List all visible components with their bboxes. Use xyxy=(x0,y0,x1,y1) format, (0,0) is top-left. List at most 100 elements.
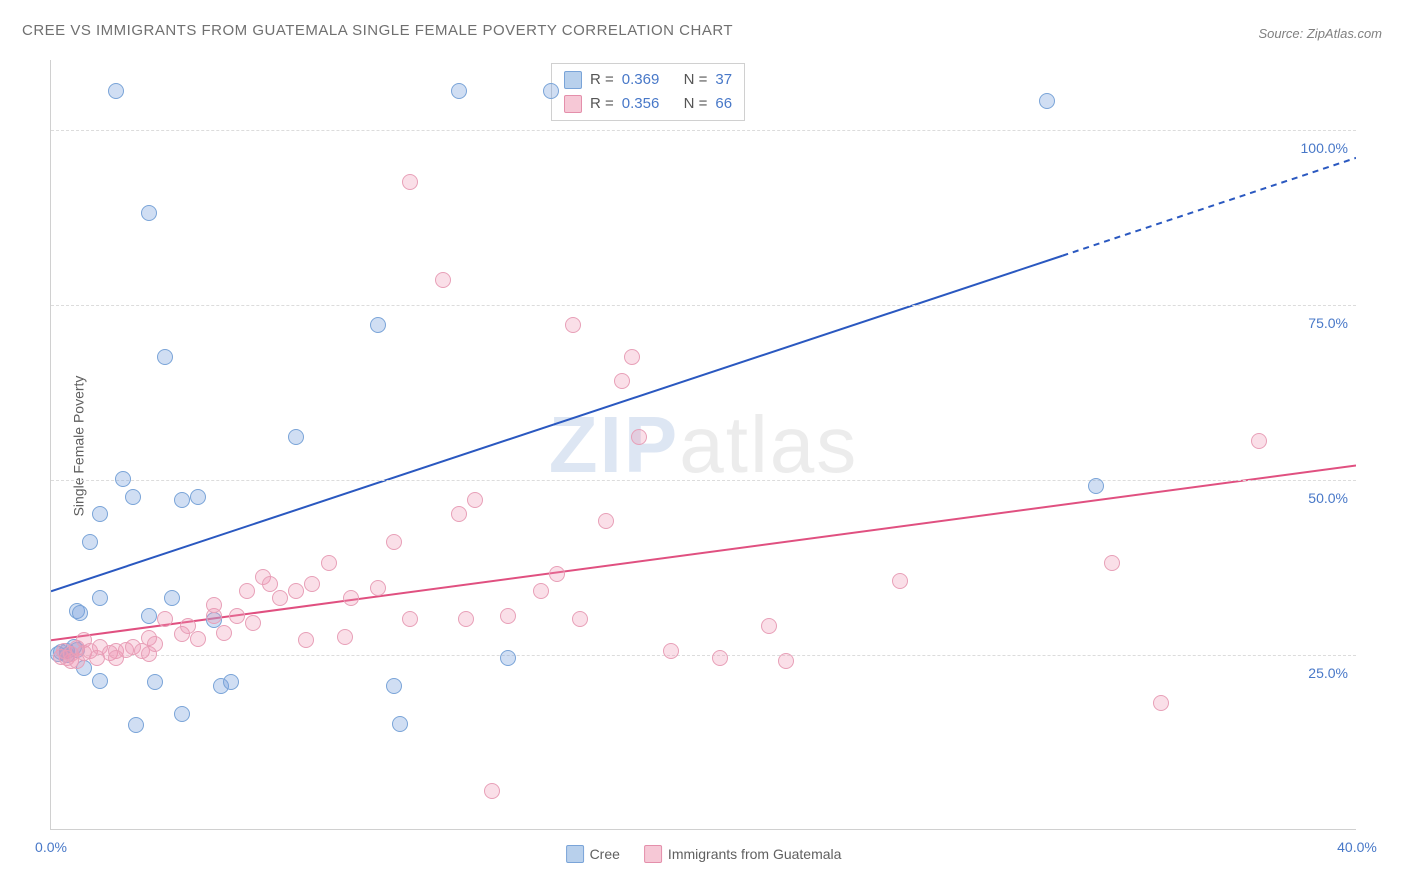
data-point xyxy=(1088,478,1104,494)
r-label: R = xyxy=(590,92,614,116)
legend-label-cree: Cree xyxy=(590,846,620,862)
stats-row-cree: R = 0.369 N = 37 xyxy=(564,68,732,92)
legend-swatch-cree xyxy=(566,845,584,863)
data-point xyxy=(392,716,408,732)
chart-title: CREE VS IMMIGRANTS FROM GUATEMALA SINGLE… xyxy=(22,22,733,39)
data-point xyxy=(624,349,640,365)
data-point xyxy=(321,555,337,571)
data-point xyxy=(92,590,108,606)
legend-swatch-guatemala xyxy=(644,845,662,863)
x-tick-label: 40.0% xyxy=(1337,839,1377,855)
legend-item-guatemala: Immigrants from Guatemala xyxy=(644,845,842,863)
data-point xyxy=(174,706,190,722)
data-point xyxy=(190,489,206,505)
data-point xyxy=(223,674,239,690)
watermark-zip: ZIP xyxy=(549,400,679,489)
data-point xyxy=(206,597,222,613)
data-point xyxy=(467,492,483,508)
data-point xyxy=(892,573,908,589)
data-point xyxy=(262,576,278,592)
r-label: R = xyxy=(590,68,614,92)
n-value-guatemala: 66 xyxy=(715,92,732,116)
legend-item-cree: Cree xyxy=(566,845,620,863)
grid-line xyxy=(51,480,1356,481)
data-point xyxy=(402,174,418,190)
data-point xyxy=(386,678,402,694)
stats-box: R = 0.369 N = 37 R = 0.356 N = 66 xyxy=(551,63,745,121)
grid-line xyxy=(51,655,1356,656)
stats-row-guatemala: R = 0.356 N = 66 xyxy=(564,92,732,116)
data-point xyxy=(337,629,353,645)
data-point xyxy=(125,489,141,505)
data-point xyxy=(598,513,614,529)
data-point xyxy=(386,534,402,550)
data-point xyxy=(565,317,581,333)
data-point xyxy=(370,580,386,596)
watermark-atlas: atlas xyxy=(679,400,858,489)
source-label: Source: ZipAtlas.com xyxy=(1258,26,1382,41)
data-point xyxy=(1039,93,1055,109)
y-tick-label: 50.0% xyxy=(1308,490,1348,506)
data-point xyxy=(484,783,500,799)
legend-label-guatemala: Immigrants from Guatemala xyxy=(668,846,842,862)
data-point xyxy=(128,717,144,733)
data-point xyxy=(157,611,173,627)
data-point xyxy=(533,583,549,599)
data-point xyxy=(147,674,163,690)
y-tick-label: 100.0% xyxy=(1301,140,1348,156)
n-label: N = xyxy=(684,68,708,92)
swatch-guatemala xyxy=(564,95,582,113)
data-point xyxy=(288,583,304,599)
data-point xyxy=(761,618,777,634)
data-point xyxy=(245,615,261,631)
x-tick-label: 0.0% xyxy=(35,839,67,855)
r-value-guatemala: 0.356 xyxy=(622,92,660,116)
data-point xyxy=(458,611,474,627)
data-point xyxy=(402,611,418,627)
n-label: N = xyxy=(684,92,708,116)
scatter-plot: ZIPatlas R = 0.369 N = 37 R = 0.356 N = … xyxy=(50,60,1356,830)
data-point xyxy=(216,625,232,641)
data-point xyxy=(435,272,451,288)
data-point xyxy=(543,83,559,99)
data-point xyxy=(500,608,516,624)
data-point xyxy=(92,506,108,522)
data-point xyxy=(778,653,794,669)
data-point xyxy=(239,583,255,599)
data-point xyxy=(451,83,467,99)
legend-bottom: Cree Immigrants from Guatemala xyxy=(566,845,842,863)
data-point xyxy=(370,317,386,333)
data-point xyxy=(157,349,173,365)
data-point xyxy=(141,608,157,624)
data-point xyxy=(229,608,245,624)
swatch-cree xyxy=(564,71,582,89)
data-point xyxy=(164,590,180,606)
data-point xyxy=(72,605,88,621)
trend-lines xyxy=(51,60,1356,829)
data-point xyxy=(272,590,288,606)
data-point xyxy=(1104,555,1120,571)
data-point xyxy=(190,631,206,647)
data-point xyxy=(1153,695,1169,711)
r-value-cree: 0.369 xyxy=(622,68,660,92)
data-point xyxy=(712,650,728,666)
data-point xyxy=(174,492,190,508)
data-point xyxy=(572,611,588,627)
data-point xyxy=(1251,433,1267,449)
data-point xyxy=(549,566,565,582)
y-tick-label: 25.0% xyxy=(1308,665,1348,681)
data-point xyxy=(304,576,320,592)
data-point xyxy=(288,429,304,445)
data-point xyxy=(614,373,630,389)
data-point xyxy=(663,643,679,659)
n-value-cree: 37 xyxy=(715,68,732,92)
data-point xyxy=(92,673,108,689)
y-tick-label: 75.0% xyxy=(1308,315,1348,331)
data-point xyxy=(141,205,157,221)
data-point xyxy=(108,83,124,99)
data-point xyxy=(451,506,467,522)
grid-line xyxy=(51,305,1356,306)
grid-line xyxy=(51,130,1356,131)
data-point xyxy=(631,429,647,445)
data-point xyxy=(500,650,516,666)
